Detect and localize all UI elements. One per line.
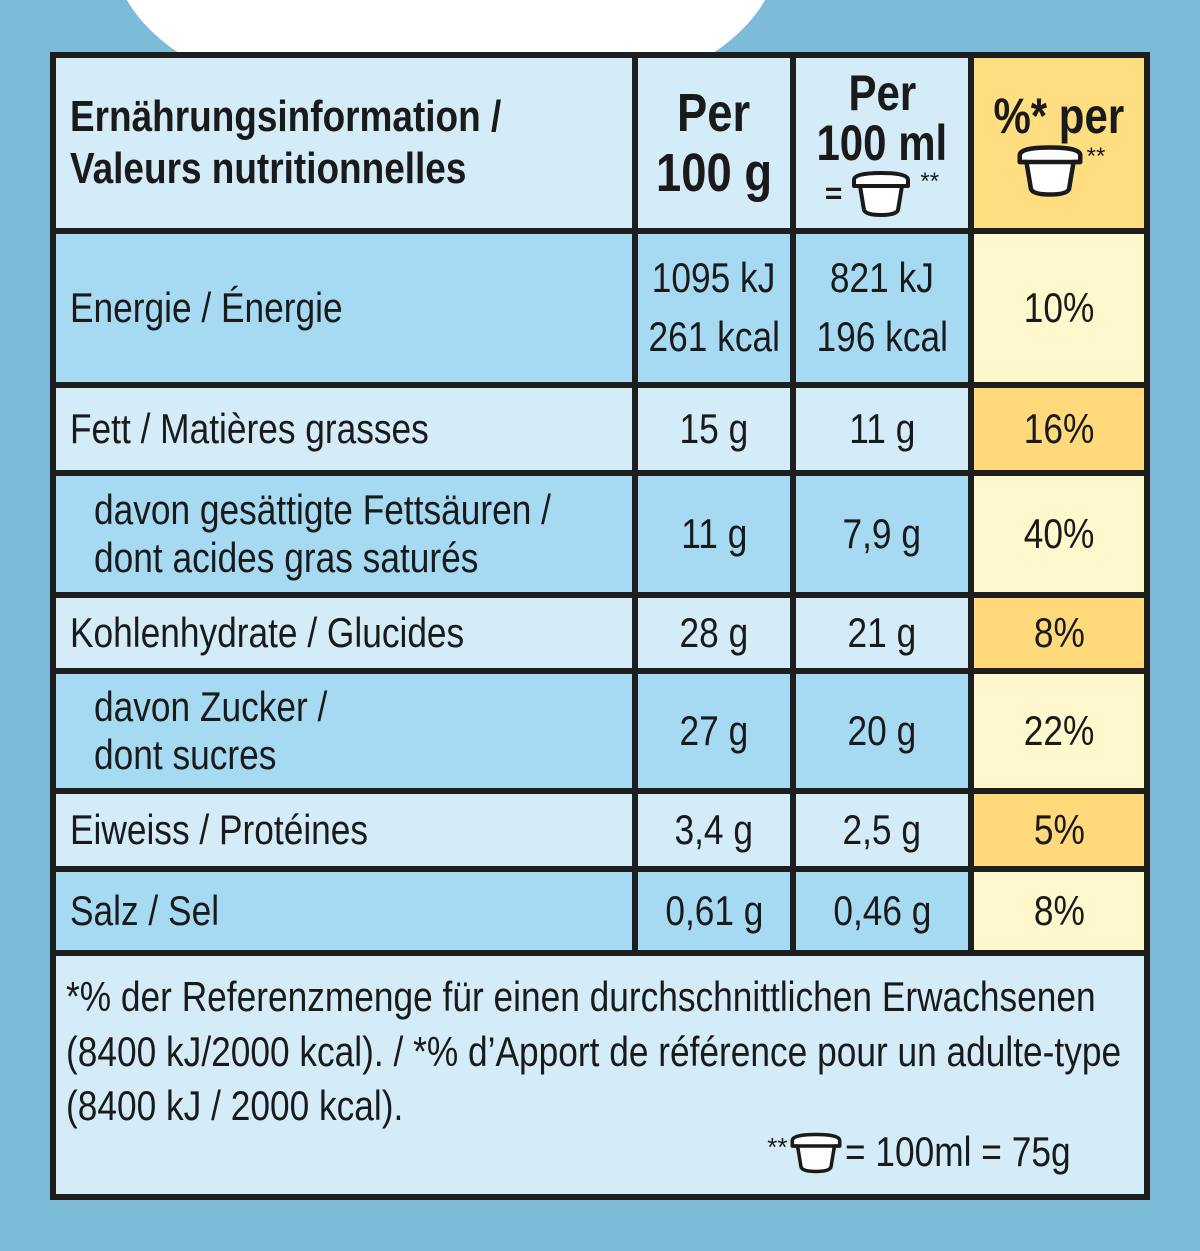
cup-icon <box>1017 144 1083 197</box>
row-salt-per100ml: 0,46 g <box>796 872 968 950</box>
header-per-100g-line2: 100 g <box>656 143 772 203</box>
row-salt-label: Salz / Sel <box>56 872 632 950</box>
header-label-cell: Ernährungsinformation / Valeurs nutritio… <box>56 58 632 228</box>
row-fat-label: Fett / Matières grasses <box>56 388 632 470</box>
row-salt-percent: 8% <box>974 872 1144 950</box>
footnote-line2: (8400 kJ/2000 kcal). / *% d’Apport de ré… <box>66 1027 1122 1075</box>
header-per-100g-line1: Per <box>677 82 751 143</box>
header-portion-eq: = ** <box>825 170 939 218</box>
header-per-100ml: Per 100 ml = ** <box>796 58 968 228</box>
footnote: *% der Referenzmenge für einen durchschn… <box>56 956 1144 1194</box>
row-energy-percent: 10% <box>974 234 1144 382</box>
header-per-100g: Per 100 g <box>638 58 790 228</box>
header-col2-stars: ** <box>920 168 940 195</box>
footnote-line3: (8400 kJ / 2000 kcal). <box>66 1082 404 1130</box>
row-energy-label: Energie / Énergie <box>56 234 632 382</box>
row-carbs-percent: 8% <box>974 598 1144 668</box>
row-protein-per100ml: 2,5 g <box>796 794 968 866</box>
row-fat-percent: 16% <box>974 388 1144 470</box>
row-protein-per100g: 3,4 g <box>638 794 790 866</box>
header-label-fr: Valeurs nutritionnelles <box>70 144 467 193</box>
row-saturated-percent: 40% <box>974 476 1144 592</box>
nutrition-table: Ernährungsinformation / Valeurs nutritio… <box>50 52 1150 1200</box>
portion-equivalence: = 100ml = 75g <box>845 1128 1072 1176</box>
row-carbs-per100g: 28 g <box>638 598 790 668</box>
header-per-100ml-line1: Per <box>848 65 916 121</box>
row-fat-per100ml: 11 g <box>796 388 968 470</box>
row-fat-per100g: 15 g <box>638 388 790 470</box>
row-sugars-per100ml: 20 g <box>796 674 968 788</box>
row-saturated-per100ml: 7,9 g <box>796 476 968 592</box>
footnote-line1: *% der Referenzmenge für einen durchschn… <box>66 973 1096 1020</box>
portion-note: ** = 100ml = 75g <box>767 1125 1114 1180</box>
cup-icon <box>852 171 911 217</box>
row-sugars-per100g: 27 g <box>638 674 790 788</box>
row-protein-percent: 5% <box>974 794 1144 866</box>
row-salt-per100g: 0,61 g <box>638 872 790 950</box>
portion-stars: ** <box>767 1132 788 1163</box>
header-percent-cell: %* per ** <box>974 58 1144 228</box>
header-per-100ml-line2: 100 ml <box>816 115 948 171</box>
row-saturated-per100g: 11 g <box>638 476 790 592</box>
row-sugars-label: davon Zucker / dont sucres <box>56 674 632 788</box>
row-carbs-per100ml: 21 g <box>796 598 968 668</box>
header-percent-label: %* per <box>993 87 1125 144</box>
header-col3-stars: ** <box>1086 142 1106 170</box>
row-saturated-label: davon gesättigte Fettsäuren / dont acide… <box>56 476 632 592</box>
row-energy-per100ml: 821 kJ 196 kcal <box>796 234 968 382</box>
header-percent-portion: ** <box>1013 142 1106 198</box>
row-sugars-percent: 22% <box>974 674 1144 788</box>
header-label-de: Ernährungsinformation / <box>70 92 502 142</box>
row-carbs-label: Kohlenhydrate / Glucides <box>56 598 632 668</box>
header-eq-sign: = <box>824 177 843 210</box>
cup-icon <box>790 1132 842 1173</box>
row-protein-label: Eiweiss / Protéines <box>56 794 632 866</box>
row-energy-per100g: 1095 kJ 261 kcal <box>638 234 790 382</box>
